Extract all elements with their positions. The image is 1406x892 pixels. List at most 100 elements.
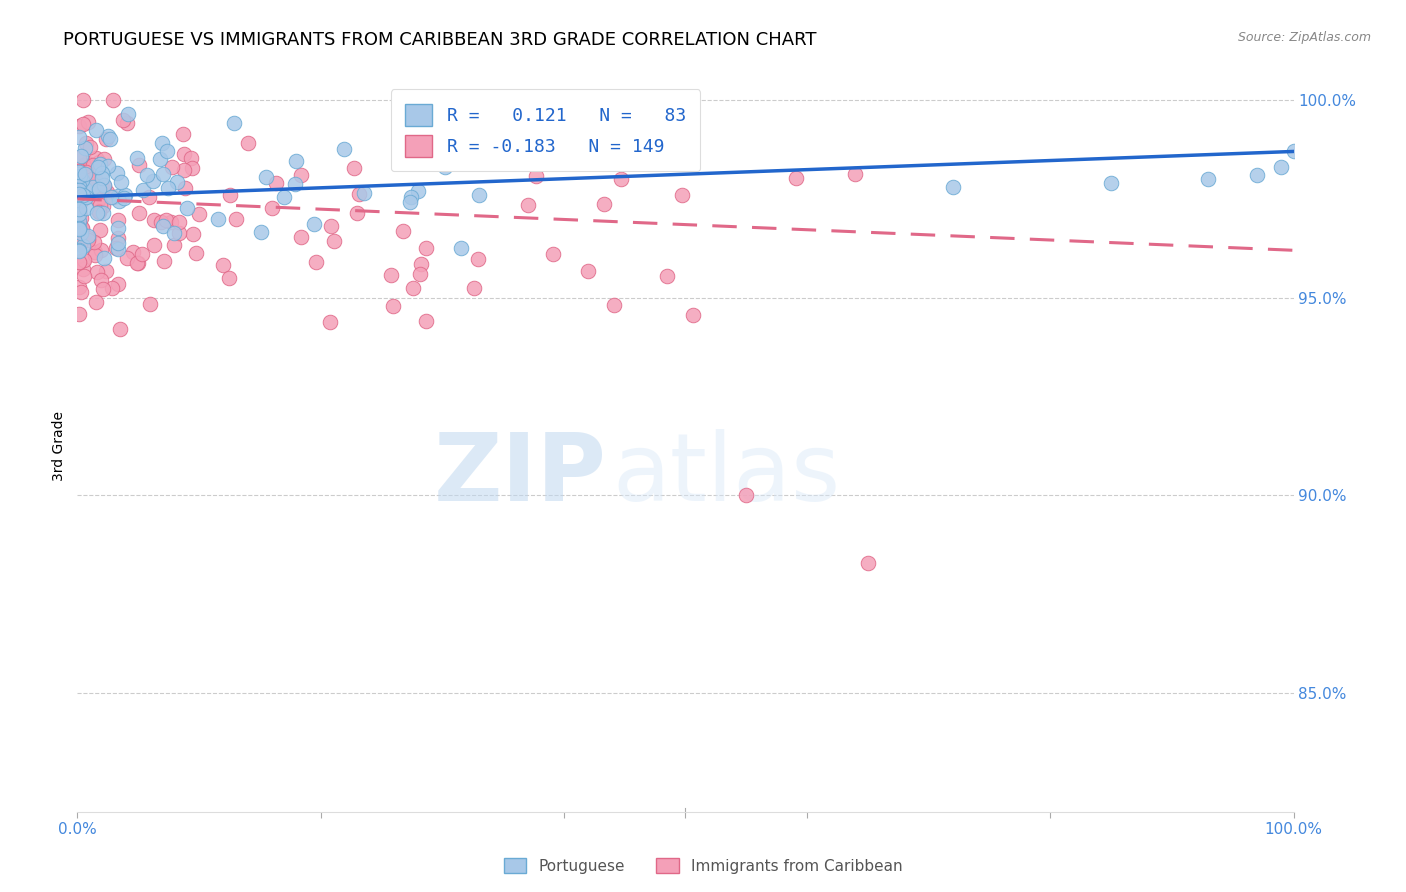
Point: [67, 183, 90, 197]
Point: [264, 177, 287, 191]
Point: [163, 226, 186, 240]
Point: [160, 215, 183, 229]
Point: [89, 204, 111, 219]
Point: [163, 238, 186, 252]
Point: [516, 198, 538, 212]
Point: [67, 181, 90, 195]
Point: [319, 315, 342, 329]
Point: [72, 173, 94, 187]
Point: [79, 140, 101, 154]
Point: [406, 184, 429, 198]
Point: [73, 167, 96, 181]
Point: [67, 244, 90, 258]
Text: ZIP: ZIP: [433, 429, 606, 521]
Point: [77, 233, 100, 247]
Point: [100, 189, 122, 203]
Point: [382, 299, 405, 313]
Point: [75, 165, 97, 179]
Point: [67, 164, 90, 178]
Point: [125, 151, 148, 165]
Point: [69, 194, 91, 208]
Point: [73, 141, 96, 155]
Point: [524, 169, 547, 183]
Point: [67, 119, 90, 133]
Point: [1099, 176, 1122, 190]
Point: [67, 279, 90, 293]
Point: [75, 201, 97, 215]
Point: [72, 252, 94, 267]
Point: [155, 213, 177, 227]
Point: [67, 186, 90, 201]
Point: [67, 307, 90, 321]
Point: [184, 245, 207, 260]
Point: [434, 160, 457, 174]
Point: [157, 181, 180, 195]
Point: [181, 227, 204, 241]
Point: [218, 271, 240, 285]
Point: [84, 151, 107, 165]
Point: [67, 186, 90, 200]
Legend: R =   0.121   N =   83, R = -0.183   N = 149: R = 0.121 N = 83, R = -0.183 N = 149: [391, 89, 700, 171]
Point: [91, 282, 114, 296]
Point: [89, 223, 111, 237]
Point: [321, 219, 343, 234]
Point: [467, 252, 489, 266]
Point: [98, 132, 121, 146]
Point: [856, 556, 879, 570]
Point: [72, 158, 94, 172]
Point: [142, 212, 165, 227]
Point: [150, 215, 173, 229]
Point: [399, 194, 422, 209]
Point: [610, 171, 633, 186]
Point: [110, 176, 132, 190]
Point: [254, 170, 277, 185]
Point: [603, 298, 626, 312]
Point: [67, 207, 90, 221]
Point: [942, 180, 965, 194]
Point: [67, 187, 90, 202]
Text: PORTUGUESE VS IMMIGRANTS FROM CARIBBEAN 3RD GRADE CORRELATION CHART: PORTUGUESE VS IMMIGRANTS FROM CARIBBEAN …: [63, 31, 817, 49]
Point: [152, 168, 174, 182]
Point: [115, 251, 138, 265]
Point: [392, 224, 415, 238]
Point: [90, 181, 112, 195]
Point: [82, 179, 104, 194]
Point: [103, 93, 125, 107]
Point: [72, 262, 94, 277]
Point: [94, 131, 117, 145]
Point: [67, 225, 90, 239]
Point: [67, 130, 90, 145]
Point: [67, 254, 90, 268]
Point: [67, 165, 90, 179]
Text: atlas: atlas: [613, 429, 841, 521]
Point: [172, 127, 194, 141]
Point: [112, 112, 135, 127]
Point: [72, 252, 94, 267]
Point: [450, 241, 472, 255]
Point: [181, 161, 204, 176]
Point: [463, 281, 485, 295]
Point: [169, 226, 191, 240]
Point: [90, 244, 112, 258]
Point: [76, 115, 98, 129]
Point: [347, 187, 370, 202]
Point: [70, 149, 93, 163]
Point: [167, 215, 190, 229]
Point: [333, 141, 356, 155]
Point: [91, 198, 114, 212]
Point: [114, 188, 136, 202]
Point: [127, 255, 149, 269]
Point: [84, 247, 107, 261]
Legend: Portuguese, Immigrants from Caribbean: Portuguese, Immigrants from Caribbean: [498, 852, 908, 880]
Point: [409, 267, 432, 281]
Point: [67, 169, 90, 184]
Point: [89, 198, 111, 212]
Point: [322, 234, 344, 248]
Point: [84, 294, 107, 309]
Point: [70, 222, 93, 236]
Point: [97, 159, 120, 173]
Point: [105, 166, 128, 180]
Point: [87, 160, 110, 174]
Point: [305, 255, 328, 269]
Point: [72, 239, 94, 253]
